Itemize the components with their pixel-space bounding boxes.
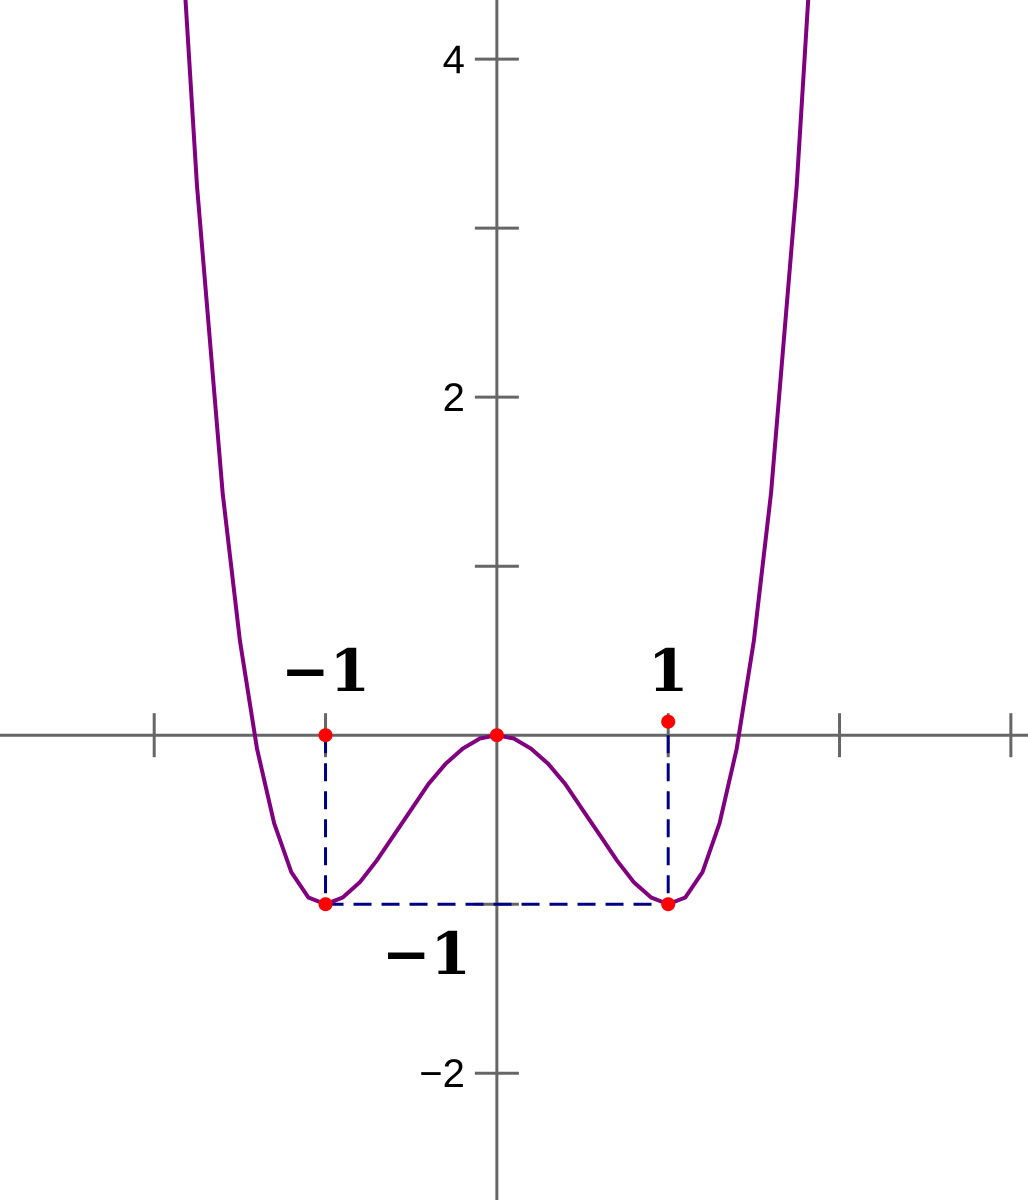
y-tick-label: −2 xyxy=(419,1052,465,1096)
data-point xyxy=(318,728,333,743)
labels-layer: 4 2 −2 −1 1 −1 xyxy=(281,38,688,1096)
data-point xyxy=(318,897,333,912)
data-point xyxy=(661,714,676,729)
points-layer xyxy=(318,714,676,912)
x-annotation-label: −1 xyxy=(281,637,370,705)
data-point xyxy=(661,897,676,912)
y-annotation-label: −1 xyxy=(382,920,471,988)
y-tick-label: 2 xyxy=(443,376,465,420)
data-point xyxy=(489,728,504,743)
y-tick-label: 4 xyxy=(443,38,465,82)
x-annotation-label: 1 xyxy=(648,637,688,705)
guide-lines xyxy=(324,735,670,906)
